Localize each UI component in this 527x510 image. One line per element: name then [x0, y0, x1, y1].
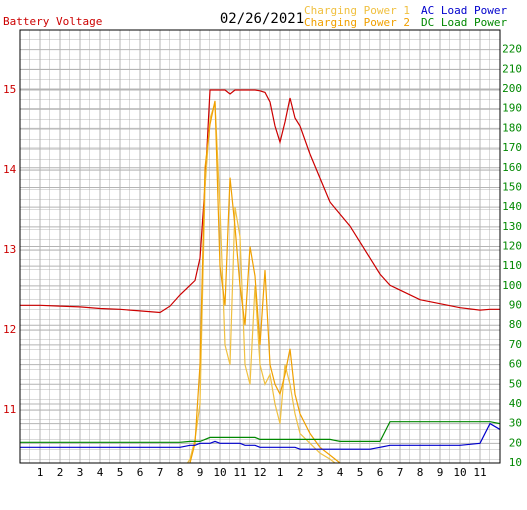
y2-tick-label: 110 [502, 259, 522, 272]
x-tick-label: 9 [197, 466, 204, 479]
y2-tick-label: 70 [509, 338, 522, 351]
y2-tick-label: 30 [509, 417, 522, 430]
y2-tick-label: 60 [509, 358, 522, 371]
y-tick-label: 11 [3, 403, 16, 416]
y-tick-label: 14 [3, 163, 17, 176]
y2-tick-label: 150 [502, 180, 522, 193]
plot-lines [20, 89, 500, 463]
series-line [20, 422, 500, 450]
x-tick-label: 8 [177, 466, 184, 479]
x-tick-label: 5 [357, 466, 364, 479]
y2-tick-label: 190 [502, 102, 522, 115]
x-tick-label: 5 [117, 466, 124, 479]
series-line [20, 89, 500, 314]
y2-tick-label: 20 [509, 436, 522, 449]
y2-tick-label: 10 [509, 456, 522, 469]
x-tick-label: 1 [277, 466, 284, 479]
x-tick-label: 10 [213, 466, 226, 479]
y2-tick-label: 180 [502, 121, 522, 134]
y2-tick-label: 80 [509, 318, 522, 331]
y2-tick-label: 130 [502, 220, 522, 233]
y-tick-label: 13 [3, 243, 16, 256]
x-tick-label: 3 [77, 466, 84, 479]
legend-entry: Battery Voltage [3, 15, 102, 28]
x-tick-label: 6 [137, 466, 144, 479]
x-tick-label: 8 [417, 466, 424, 479]
grid [20, 30, 500, 464]
x-tick-label: 4 [337, 466, 344, 479]
x-tick-label: 1 [37, 466, 44, 479]
legend-entry: DC Load Power [421, 16, 507, 29]
y2-tick-label: 120 [502, 240, 522, 253]
series-line [20, 421, 500, 443]
labels: 1 2 3 4 5 6 7 8 9 10 11 12 1 2 3 4 5 6 7 8 9 10 11111213141510… [3, 4, 522, 479]
legend-entry: AC Load Power [421, 4, 507, 17]
y2-tick-label: 200 [502, 82, 522, 95]
y2-tick-label: 160 [502, 161, 522, 174]
y2-tick-label: 90 [509, 299, 522, 312]
x-tick-label: 3 [317, 466, 324, 479]
x-tick-label: 2 [297, 466, 304, 479]
y2-tick-label: 170 [502, 141, 522, 154]
series-line [186, 102, 336, 463]
x-tick-label: 11 [473, 466, 486, 479]
x-tick-label: 10 [453, 466, 466, 479]
legend-entry: Charging Power 1 [304, 4, 410, 17]
y-tick-label: 12 [3, 323, 16, 336]
x-tick-label: 7 [397, 466, 404, 479]
x-tick-label: 2 [57, 466, 64, 479]
x-tick-label: 7 [157, 466, 164, 479]
y-tick-label: 15 [3, 83, 16, 96]
y2-tick-label: 40 [509, 397, 522, 410]
y2-tick-label: 210 [502, 62, 522, 75]
x-tick-label: 9 [437, 466, 444, 479]
y2-tick-label: 140 [502, 200, 522, 213]
x-tick-label: 12 [253, 466, 266, 479]
series-line [189, 100, 341, 463]
chart-title: 02/26/2021 [220, 11, 304, 27]
legend-entry: Charging Power 2 [304, 16, 410, 29]
x-tick-label: 4 [97, 466, 104, 479]
y2-tick-label: 50 [509, 377, 522, 390]
y2-tick-label: 220 [502, 43, 522, 56]
x-tick-label: 6 [377, 466, 384, 479]
plot-frame [19, 29, 501, 464]
y2-tick-label: 100 [502, 279, 522, 292]
x-tick-label: 11 [233, 466, 246, 479]
